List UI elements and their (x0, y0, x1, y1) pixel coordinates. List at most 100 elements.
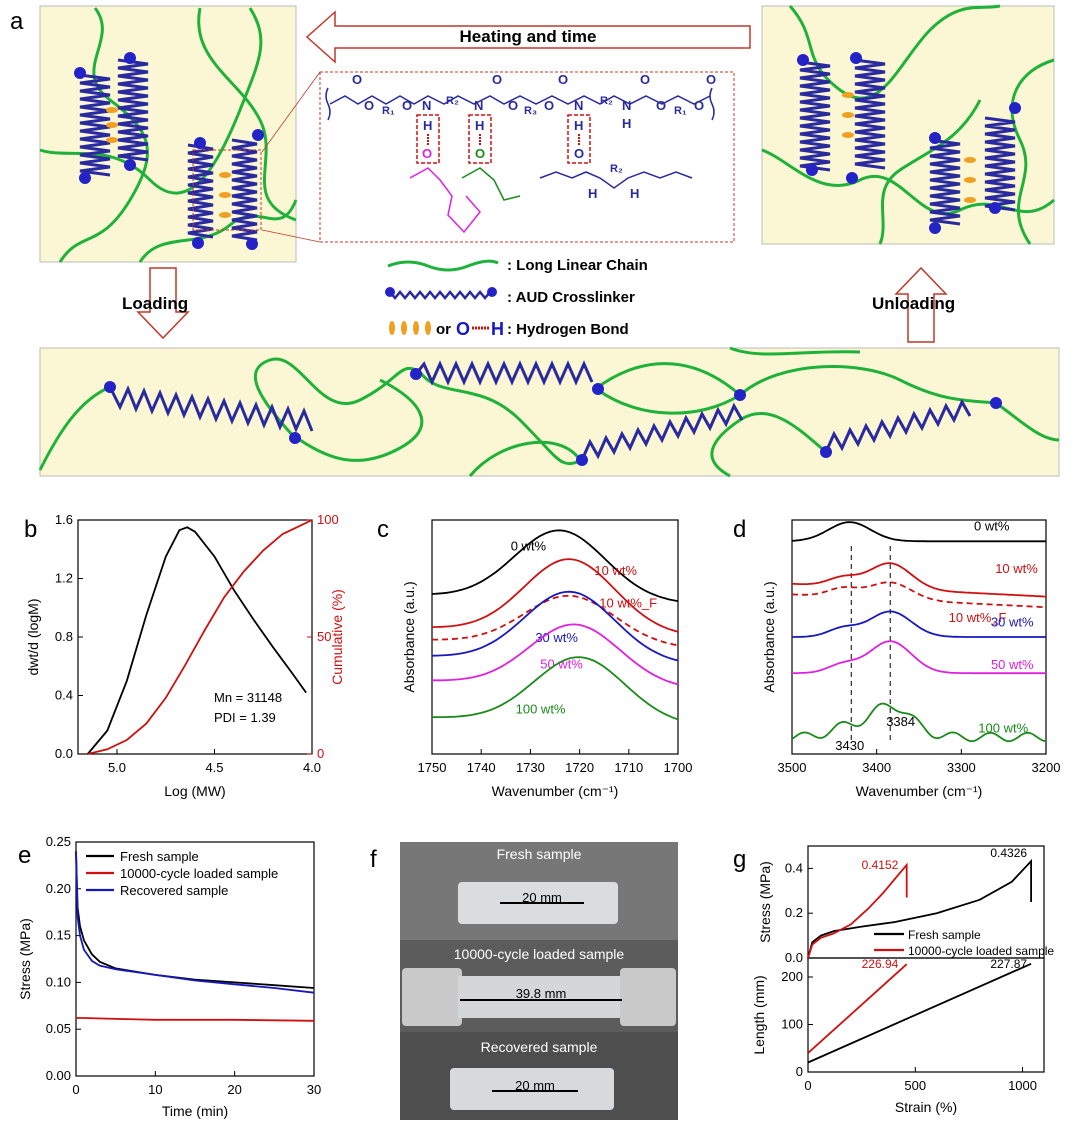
panel-f-photo: Fresh sample 20 mm 10000-cycle loaded sa… (400, 842, 678, 1120)
svg-text:O: O (544, 98, 554, 113)
svg-text:O: O (558, 72, 568, 87)
series-line-4 (432, 623, 679, 686)
x-tick-label: 0 (72, 1082, 79, 1097)
y-bottom-tick-label: 0 (796, 1064, 803, 1079)
hbond-dots-left (106, 107, 231, 218)
network-chains-bottom (38, 346, 1060, 478)
loading-arrow (136, 267, 190, 340)
loaded-sample-tab-left (402, 968, 462, 1026)
legend-label-0: Fresh sample (908, 928, 981, 942)
chart-g-tensile: 0 500 1000 0.0 0.2 0.4 0 100 200 Fresh sample 1000… (751, 845, 1054, 1115)
beads-right (797, 52, 1021, 234)
svg-text:H: H (491, 319, 504, 339)
stress-peak-label-red: 0.4152 (862, 858, 899, 872)
y-left-axis-label: dwt/d (logM) (25, 598, 41, 675)
series-line-3 (431, 590, 679, 662)
crosslinker-springs-bottom (108, 360, 972, 461)
x-tick-label: 3400 (862, 760, 891, 775)
legend-chain-icon (387, 259, 499, 272)
svg-text:: Hydrogen Bond: : Hydrogen Bond (507, 321, 629, 338)
x-tick-label: 1720 (565, 760, 594, 775)
series-line-2 (75, 851, 315, 994)
series-label-4: 50 wt% (991, 657, 1034, 672)
svg-text:H: H (588, 186, 597, 201)
svg-text:O: O (640, 72, 650, 87)
svg-text:R₂: R₂ (600, 95, 613, 107)
chart-e-stress-relaxation: 0 10 20 30 0.00 0.05 0.10 0.15 0.20 0.25 Fresh sam… (17, 834, 321, 1119)
chart-d-ftir-nh: 3500 3400 3300 3200 3430 3384 0 wt% 10 wt% 10 wt… (761, 519, 1060, 799)
y-tick-label: 0.00 (46, 1068, 71, 1083)
x-tick-label: 1750 (418, 760, 447, 775)
x-tick-label: 1740 (467, 760, 496, 775)
series-label-0: 0 wt% (511, 539, 547, 554)
length-end-label-red: 226.94 (862, 957, 899, 971)
chart-b-mw-distribution: 5.0 4.5 4.0 0.0 0.4 0.8 1.2 1.6 0 50 100 Log (MW) dw… (25, 512, 345, 799)
recovered-length-arrow (492, 1090, 578, 1092)
x-axis-label: Strain (%) (895, 1099, 957, 1115)
x-tick-label: 3500 (778, 760, 807, 775)
unloading-label: Unloading (872, 294, 955, 313)
y-right-tick-label: 0 (317, 746, 324, 761)
y-tick-label: 0.15 (46, 928, 71, 943)
plot-frame (431, 519, 679, 755)
series-label-1: 10 wt% (995, 561, 1038, 576)
heating-label: Heating and time (460, 27, 597, 46)
svg-text:: AUD Crosslinker: : AUD Crosslinker (507, 289, 635, 306)
x-tick-label: 1000 (1008, 1078, 1037, 1093)
svg-text:O: O (402, 98, 412, 113)
series-line-0 (431, 529, 679, 602)
svg-text:N: N (474, 98, 483, 113)
x-axis-label: Wavenumber (cm⁻¹) (856, 783, 983, 799)
svg-text:R₁: R₁ (674, 105, 687, 117)
series-label-2: 10 wt%_F (949, 610, 1007, 625)
y-left-tick-label: 1.6 (55, 512, 73, 527)
y-tick-label: 0.20 (46, 881, 71, 896)
svg-text:O: O (422, 146, 432, 161)
panel-label-a: a (10, 8, 24, 35)
series-line-0 (791, 521, 1046, 543)
recovered-sample-specimen (450, 1068, 614, 1110)
length-line-0 (807, 962, 1032, 1064)
length-end-label-black: 227.87 (990, 957, 1027, 971)
svg-text:O: O (508, 98, 518, 113)
svg-text:O: O (456, 319, 470, 339)
svg-text:or: or (436, 321, 451, 338)
x-tick-label: 4.5 (205, 760, 223, 775)
fresh-length-arrow (500, 902, 584, 904)
fresh-length-label: 20 mm (522, 890, 562, 905)
panel-label-c: c (377, 516, 389, 543)
length-line-1 (807, 963, 908, 1054)
series-label-4: 50 wt% (540, 657, 583, 672)
svg-text:H: H (475, 118, 484, 133)
legend-label-1: 10000-cycle loaded sample (908, 944, 1054, 958)
x-tick-label: 1730 (516, 760, 545, 775)
svg-text:R₂: R₂ (610, 163, 623, 175)
series-label-5: 100 wt% (516, 701, 566, 716)
x-tick-label: 5.0 (108, 760, 126, 775)
svg-text:: Long Linear Chain: : Long Linear Chain (507, 257, 648, 274)
x-tick-label: 0 (804, 1078, 811, 1093)
y-top-tick-label: 0.0 (785, 950, 803, 965)
y-left-tick-label: 0.4 (55, 688, 73, 703)
y-axis-label: Absorbance (a.u.) (761, 581, 777, 692)
series-label-3: 30 wt% (991, 614, 1034, 629)
loaded-sample-tab-right (620, 968, 676, 1026)
y-axis-label: Stress (MPa) (17, 918, 33, 1000)
x-tick-label: 10 (148, 1082, 162, 1097)
svg-text:O: O (352, 72, 362, 87)
y-axis-label: Absorbance (a.u.) (401, 581, 417, 692)
svg-text:O: O (475, 146, 485, 161)
svg-text:N: N (422, 98, 431, 113)
y-bottom-tick-label: 100 (781, 1017, 803, 1032)
stress-peak-label-black: 0.4326 (990, 846, 1027, 860)
unloading-arrow (894, 266, 948, 343)
zoom-frame-left (192, 149, 262, 231)
y-left-tick-label: 0.8 (55, 629, 73, 644)
y-tick-label: 0.05 (46, 1021, 71, 1036)
svg-text:O: O (706, 72, 716, 87)
series-line-3 (792, 610, 1046, 638)
x-tick-label: 500 (904, 1078, 926, 1093)
series-line-1 (76, 1017, 315, 1022)
svg-text:N: N (622, 98, 631, 113)
y-bottom-axis-label: Length (mm) (751, 975, 767, 1054)
